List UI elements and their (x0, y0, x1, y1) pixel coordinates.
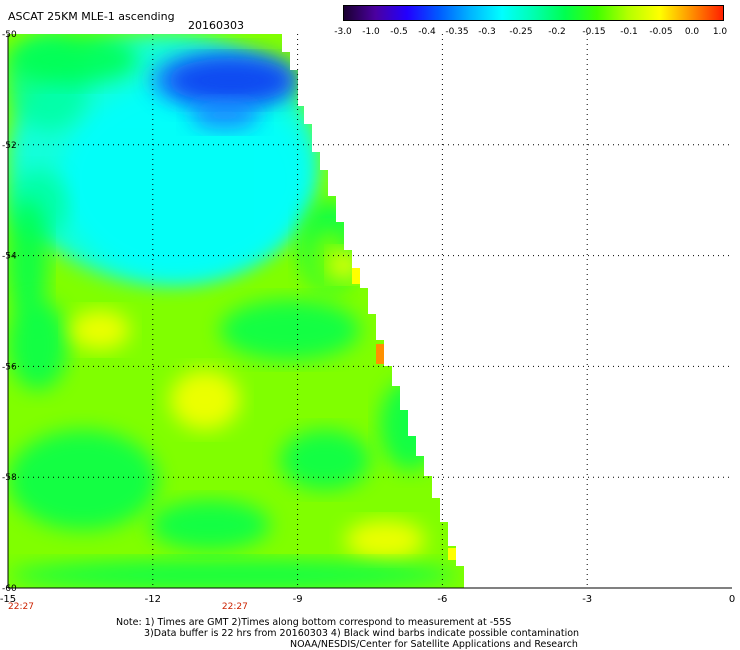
lat-tick-label: -58 (2, 473, 17, 483)
swath-region (280, 430, 370, 490)
lon-tick-label: -12 (145, 594, 161, 605)
swath-region (8, 430, 158, 530)
lon-tick-label: -6 (437, 594, 447, 605)
colorbar-label: -0.15 (582, 27, 606, 37)
note-line-1: Note: 1) Times are GMT 2)Times along bot… (116, 617, 512, 628)
colorbar-label: -0.25 (509, 27, 533, 37)
colorbar-label: -0.05 (649, 27, 673, 37)
swath-region (60, 80, 310, 280)
lon-tick-label: -15 (0, 594, 16, 605)
colorbar-label: 0.0 (684, 27, 700, 37)
swath-region (8, 200, 48, 320)
lon-tick-label: 0 (729, 594, 735, 605)
colorbar-label: -0.35 (445, 27, 469, 37)
plot-axes (7, 34, 732, 589)
note-line-3: NOAA/NESDIS/Center for Satellite Applica… (290, 639, 578, 650)
swath-region (70, 310, 130, 350)
swath-edge-yellow (352, 268, 360, 284)
swath-region (220, 300, 360, 360)
data-swath (8, 34, 464, 588)
swath-edge-yellow (448, 548, 456, 560)
colorbar-label: -1.0 (362, 27, 380, 37)
colorbar (343, 5, 724, 21)
product-date: 20160303 (188, 19, 244, 32)
swath-hotspot (376, 344, 384, 364)
colorbar-label: -0.2 (548, 27, 566, 37)
tick-labels: -50 -52 -54 -56 -58 -60-15 -12 -9 -6 -3 0 22:27 22:2… (0, 30, 735, 612)
swath-region (380, 380, 440, 470)
lon-tick-label: -3 (582, 594, 592, 605)
swath-region (8, 560, 458, 588)
colorbar-label: 1.0 (712, 27, 728, 37)
note-line-2: 3)Data buffer is 22 hrs from 20160303 4)… (144, 628, 580, 639)
colorbar-label: -3.0 (334, 27, 352, 37)
time-label: 22:27 (222, 602, 248, 612)
grid-lines (8, 34, 732, 588)
time-label: 22:27 (8, 602, 34, 612)
swath-region (8, 300, 68, 390)
swath-region (8, 34, 138, 84)
lat-tick-label: -50 (2, 30, 17, 40)
colorbar-label: -0.4 (418, 27, 436, 37)
swath-region (345, 520, 425, 560)
lat-tick-label: -56 (2, 362, 17, 372)
lat-tick-label: -60 (2, 584, 17, 594)
swath-region (170, 370, 240, 430)
lon-tick-label: -9 (293, 594, 303, 605)
colorbar-label: -0.1 (620, 27, 638, 37)
swath-region (168, 58, 293, 103)
product-title: ASCAT 25KM MLE-1 ascending (8, 10, 175, 23)
colorbar-label: -0.5 (390, 27, 408, 37)
swath-region (190, 100, 260, 130)
lat-tick-label: -52 (2, 141, 17, 151)
colorbar-label: -0.3 (478, 27, 496, 37)
lat-tick-label: -54 (2, 252, 17, 262)
swath-region (150, 500, 270, 550)
